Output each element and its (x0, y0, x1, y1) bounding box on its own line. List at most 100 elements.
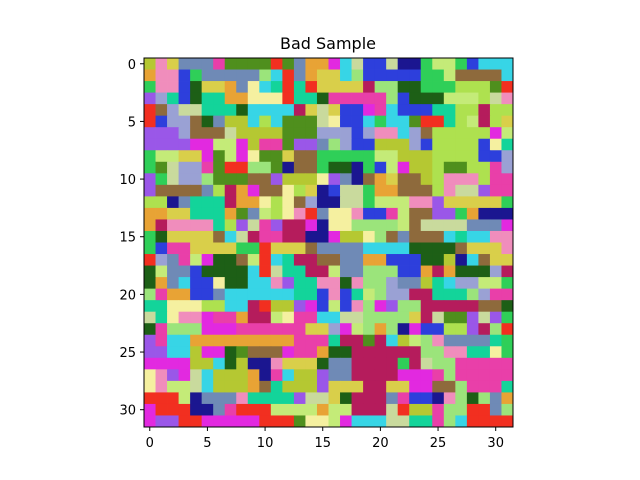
heatmap-cell (397, 161, 410, 174)
heatmap-cell (282, 207, 295, 220)
heatmap-cell (420, 196, 433, 209)
heatmap-cell (455, 334, 468, 347)
heatmap-cell (409, 277, 422, 290)
heatmap-cell (144, 161, 156, 174)
heatmap-cell (432, 415, 445, 428)
heatmap-cell (316, 369, 329, 382)
heatmap-cell (478, 207, 491, 220)
heatmap-cell (328, 277, 341, 290)
heatmap-cell (155, 254, 168, 266)
heatmap-cell (190, 346, 203, 359)
heatmap-cell (190, 357, 203, 370)
heatmap-cell (351, 265, 364, 278)
heatmap-cell (282, 138, 295, 151)
heatmap-cell (443, 346, 456, 359)
heatmap-cell (259, 196, 272, 209)
heatmap-cell (178, 380, 191, 393)
heatmap-cell (351, 242, 364, 255)
heatmap-cell (282, 127, 295, 140)
heatmap-cell (167, 300, 179, 313)
heatmap-cell (328, 92, 341, 105)
heatmap-cell (305, 219, 318, 232)
heatmap-cell (178, 334, 191, 347)
heatmap-cell (409, 219, 422, 232)
heatmap-cell (247, 230, 260, 243)
heatmap-cell (478, 161, 491, 174)
heatmap-cell (489, 346, 502, 359)
heatmap-cell (167, 196, 179, 209)
heatmap-cell (466, 323, 479, 336)
heatmap-cell (363, 403, 376, 416)
heatmap-cell (478, 196, 491, 209)
heatmap-cell (466, 173, 479, 186)
heatmap-cell (432, 138, 445, 151)
heatmap-cell (201, 323, 214, 336)
x-axis: 0 5 10 15 20 25 30 (146, 427, 504, 451)
heatmap-cell (167, 104, 179, 117)
heatmap-cell (374, 300, 387, 313)
heatmap-cell (328, 288, 341, 301)
heatmap-cell (270, 369, 283, 382)
heatmap-cell (443, 277, 456, 290)
heatmap-cell (293, 115, 306, 128)
heatmap-cell (420, 334, 433, 347)
heatmap-cell (409, 115, 422, 128)
heatmap-cell (270, 415, 283, 428)
heatmap-cell (259, 104, 272, 117)
heatmap-cell (155, 173, 168, 186)
heatmap-cell (167, 138, 179, 151)
heatmap-cell (144, 196, 156, 209)
heatmap-cell (340, 196, 352, 209)
heatmap-cell (247, 127, 260, 140)
heatmap-cell (501, 323, 514, 336)
heatmap-cell (351, 323, 364, 336)
heatmap-cell (489, 104, 502, 117)
heatmap-cell (489, 138, 502, 151)
heatmap-cell (316, 230, 329, 243)
heatmap-cell (178, 346, 191, 359)
heatmap-cell (386, 115, 399, 128)
heatmap-cell (155, 230, 168, 243)
heatmap-cell (455, 254, 468, 266)
heatmap-cell (478, 334, 491, 347)
heatmap-cell (213, 254, 226, 266)
heatmap-cell (363, 380, 376, 393)
heatmap-cell (478, 58, 491, 70)
heatmap-cell (167, 219, 179, 232)
heatmap-cell (420, 254, 433, 266)
heatmap-cell (213, 138, 226, 151)
heatmap-cell (167, 277, 179, 290)
heatmap-cell (489, 265, 502, 278)
heatmap-cell (144, 173, 156, 186)
heatmap-cell (501, 173, 514, 186)
heatmap-cell (201, 415, 214, 428)
heatmap-cell (340, 346, 352, 359)
heatmap-cell (167, 207, 179, 220)
heatmap-cell (247, 242, 260, 255)
heatmap-cell (270, 184, 283, 197)
heatmap-cell (409, 150, 422, 163)
heatmap-cell (420, 219, 433, 232)
y-tick-label: 0 (128, 58, 136, 73)
heatmap-cell (328, 415, 341, 428)
heatmap-cell (455, 323, 468, 336)
heatmap-cell (293, 265, 306, 278)
heatmap-cell (386, 403, 399, 416)
heatmap-cell (270, 207, 283, 220)
heatmap-cell (213, 69, 226, 82)
heatmap-cell (270, 403, 283, 416)
heatmap-cell (305, 334, 318, 347)
heatmap-cell (340, 173, 352, 186)
heatmap-cell (466, 196, 479, 209)
heatmap-cell (201, 92, 214, 105)
heatmap-cell (270, 300, 283, 313)
heatmap-cell (167, 415, 179, 428)
heatmap-cell (432, 300, 445, 313)
heatmap-cell (351, 58, 364, 70)
heatmap-cell (247, 323, 260, 336)
heatmap-cell (443, 184, 456, 197)
heatmap-cell (178, 92, 191, 105)
heatmap-cell (363, 392, 376, 405)
heatmap-cell (443, 58, 456, 70)
heatmap-cell (236, 161, 249, 174)
